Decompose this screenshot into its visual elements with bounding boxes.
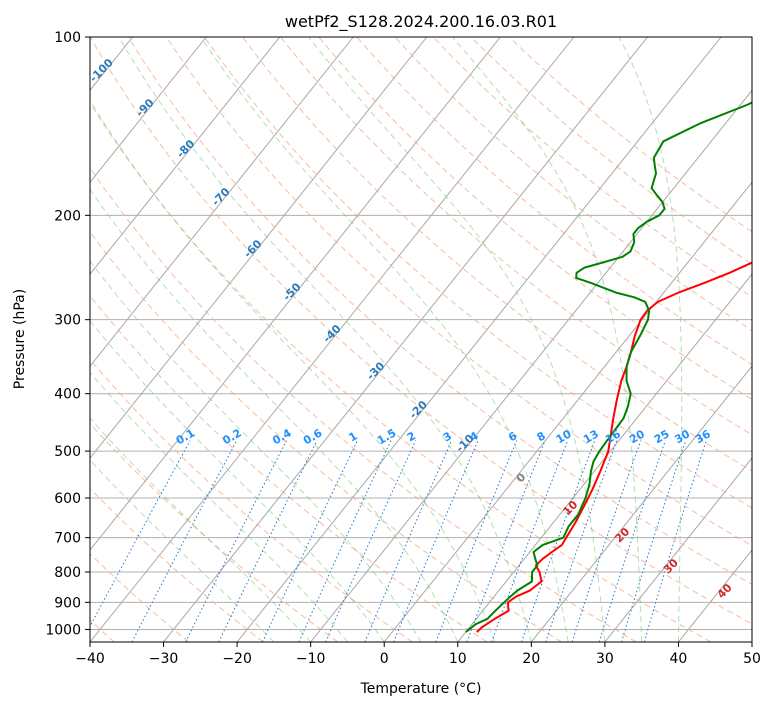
y-tick-label: 200: [54, 208, 81, 224]
moist-adiabat: [90, 320, 385, 642]
x-tick-label: 40: [670, 651, 688, 667]
x-axis-title: Temperature (°C): [360, 681, 482, 697]
mixing-ratio-line: [218, 440, 318, 642]
x-tick-label: 0: [380, 651, 389, 667]
dry-adiabat: [470, 37, 752, 265]
mixing-ratio-line: [298, 440, 392, 642]
dry-adiabat: [90, 295, 488, 642]
y-tick-label: 100: [54, 30, 81, 46]
mixing-ratio-line: [643, 440, 707, 642]
dry-adiabat: [90, 167, 637, 642]
series-lines: [465, 101, 752, 633]
isotherm: [90, 37, 428, 459]
series-temperature-line: [476, 261, 752, 633]
isotherm: [90, 37, 281, 276]
y-tick-label: 900: [54, 595, 81, 611]
x-tick-label: −30: [149, 651, 179, 667]
dry-adiabat: [90, 37, 752, 625]
moist-adiabat: [200, 37, 569, 642]
mixing-ratio-line: [521, 440, 596, 642]
y-axis-title: Pressure (hPa): [12, 289, 28, 389]
y-tick-label: 600: [54, 491, 81, 507]
moist-adiabat: [618, 37, 683, 642]
x-tick-label: −20: [222, 651, 252, 667]
isotherm: [90, 37, 207, 184]
mixing-ratio-line: [90, 440, 191, 628]
background-lines: [90, 37, 752, 642]
mixing-ratio-line: [364, 440, 453, 642]
dry-adiabat: [90, 102, 712, 642]
dry-adiabat: [204, 37, 752, 509]
moist-adiabat: [118, 37, 532, 642]
mixing-ratio-line: [325, 440, 417, 642]
y-tick-label: 800: [54, 565, 81, 581]
dry-adiabat: [242, 37, 752, 472]
y-axis: 100 200 300 400 500 600 700 800 900 1000: [45, 30, 90, 638]
y-tick-label: 1000: [45, 622, 81, 638]
isotherm: [90, 37, 354, 367]
moist-adiabat: [90, 260, 422, 642]
moist-adiabat: [452, 37, 643, 642]
isotherm: [163, 37, 648, 642]
mixing-ratio-line: [545, 440, 618, 642]
moist-adiabat: [90, 371, 348, 642]
moist-adiabat: [308, 37, 606, 642]
dry-adiabat: [280, 37, 752, 436]
isotherm: [604, 457, 752, 642]
dry-adiabat: [165, 37, 752, 547]
y-tick-label: 700: [54, 531, 81, 547]
moist-adiabat: [90, 459, 275, 642]
chart-title: wetPf2_S128.2024.200.16.03.R01: [285, 12, 557, 32]
mixing-ratio-line: [491, 440, 569, 642]
mixing-ratio-line: [393, 440, 479, 642]
x-tick-label: 10: [449, 651, 467, 667]
mixing-ratio-line: [185, 440, 287, 642]
mixing-ratio-line: [598, 440, 666, 642]
isotherm: [90, 37, 501, 551]
x-tick-label: 20: [522, 651, 540, 667]
y-tick-label: 300: [54, 313, 81, 329]
isotherm: [383, 181, 752, 642]
dry-adiabat: [394, 37, 752, 332]
x-tick-label: 50: [743, 651, 761, 667]
y-tick-label: 400: [54, 387, 81, 403]
dry-adiabat: [432, 37, 752, 298]
x-axis: −40 −30 −20 −10 0 10 20 30 40 50: [75, 642, 761, 667]
isotherm: [530, 365, 752, 642]
dry-adiabat: [90, 231, 562, 642]
plot-frame: [89, 36, 753, 643]
x-tick-label: −10: [296, 651, 326, 667]
mixing-ratio-line: [621, 440, 687, 642]
x-tick-label: 30: [596, 651, 614, 667]
isotherm: [457, 273, 752, 642]
isotherm: [236, 37, 722, 642]
y-tick-label: 500: [54, 444, 81, 460]
x-tick-label: −40: [75, 651, 105, 667]
series-dewpoint-line: [465, 101, 752, 633]
moist-adiabat: [90, 188, 459, 642]
moist-adiabat: [90, 99, 496, 642]
